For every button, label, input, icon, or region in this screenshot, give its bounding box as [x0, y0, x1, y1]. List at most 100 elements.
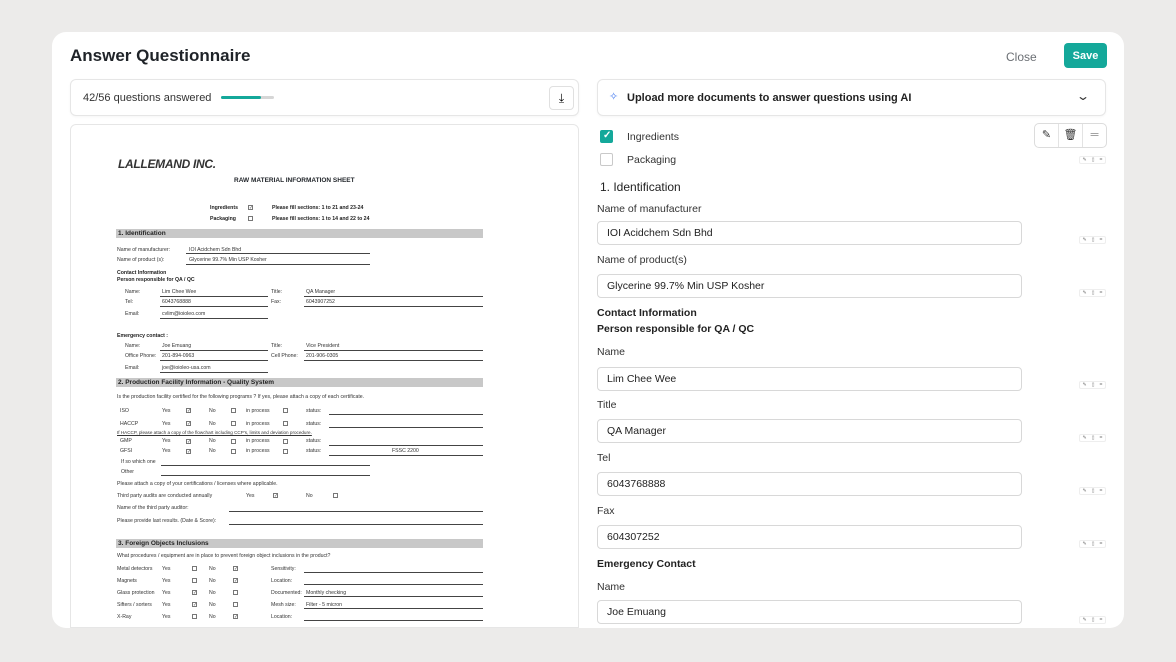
doc-checkbox [248, 216, 253, 221]
document-title: RAW MATERIAL INFORMATION SHEET [234, 177, 355, 184]
qa-fax-input[interactable] [597, 525, 1022, 549]
document-logo: LALLEMAND INC. [118, 157, 216, 171]
mini-toolbar[interactable]: ✎ ▯ = [1079, 434, 1106, 442]
doc-value: Joe Emuang [162, 343, 192, 349]
trash-icon[interactable]: 🗑 [1059, 124, 1083, 147]
drag-handle-icon[interactable]: = [1099, 435, 1103, 441]
doc-value: Filter - 5 micron [306, 602, 343, 608]
doc-label: Yes [162, 602, 171, 608]
doc-label: No [209, 614, 216, 620]
qa-heading: Person responsible for QA / QC [597, 323, 755, 335]
doc-checkbox [192, 614, 197, 619]
doc-label: Magnets [117, 578, 137, 584]
edit-icon[interactable]: ✎ [1082, 157, 1087, 163]
edit-icon[interactable]: ✎ [1082, 237, 1087, 243]
doc-label: in process [246, 421, 270, 427]
manufacturer-input[interactable] [597, 221, 1022, 245]
edit-icon[interactable]: ✎ [1082, 290, 1087, 296]
drag-handle-icon[interactable]: = [1099, 541, 1103, 547]
qa-tel-input[interactable] [597, 472, 1022, 496]
mini-toolbar[interactable]: ✎ ▯ = [1079, 156, 1106, 164]
doc-label: Yes [162, 614, 171, 620]
product-label: Name of product(s) [597, 254, 687, 266]
doc-label: Documented: [271, 590, 302, 596]
product-input[interactable] [597, 274, 1022, 298]
chevron-down-icon[interactable]: ⌄ [1075, 89, 1091, 103]
doc-checkbox [283, 408, 288, 413]
mini-toolbar[interactable]: ✎ ▯ = [1079, 289, 1106, 297]
qa-tel-label: Tel [597, 452, 611, 464]
doc-checkbox [233, 590, 238, 595]
doc-label: No [209, 578, 216, 584]
drag-handle-icon[interactable]: = [1099, 157, 1103, 163]
drag-handle-icon[interactable]: = [1099, 488, 1103, 494]
ai-upload-banner[interactable]: ✧ Upload more documents to answer questi… [597, 79, 1106, 116]
packaging-checkbox[interactable] [600, 153, 613, 166]
doc-label: Location: [271, 614, 293, 620]
edit-icon[interactable]: ✎ [1082, 382, 1087, 388]
doc-label: No [209, 438, 216, 444]
trash-icon[interactable]: ▯ [1091, 157, 1095, 163]
doc-label: Name of the third party auditor: [117, 505, 189, 511]
document-preview[interactable]: LALLEMAND INC. RAW MATERIAL INFORMATION … [70, 124, 579, 628]
doc-label: Yes [162, 448, 171, 454]
drag-handle-icon[interactable]: ═ [1090, 129, 1099, 141]
doc-checkbox [186, 439, 191, 444]
edit-icon[interactable]: ✎ [1082, 617, 1087, 623]
doc-value: Glycerine 99.7% Min USP Kosher [189, 257, 267, 263]
doc-value: 6043768888 [162, 299, 191, 305]
doc-value: cvlim@ioioleo.com [162, 311, 206, 317]
ingredients-checkbox[interactable] [600, 130, 613, 143]
doc-label: No [209, 602, 216, 608]
mini-toolbar[interactable]: ✎ ▯ = [1079, 236, 1106, 244]
doc-checkbox [231, 408, 236, 413]
trash-icon[interactable]: ▯ [1091, 488, 1095, 494]
trash-icon[interactable]: ▯ [1091, 290, 1095, 296]
doc-checkbox [283, 421, 288, 426]
qa-fax-label: Fax [597, 505, 615, 517]
doc-checkbox [192, 590, 197, 595]
close-button[interactable]: Close [1000, 48, 1043, 66]
doc-label: Yes [162, 590, 171, 596]
doc-checkbox [283, 439, 288, 444]
mini-toolbar[interactable]: ✎ ▯ = [1079, 487, 1106, 495]
packaging-label: Packaging [627, 154, 677, 166]
doc-text: Please attach a copy of your certificati… [117, 481, 278, 487]
doc-value: Monthly checking [306, 590, 347, 596]
edit-icon[interactable]: ✎ [1082, 488, 1087, 494]
trash-icon[interactable]: ▯ [1091, 435, 1095, 441]
edit-icon[interactable]: ✎ [1082, 435, 1087, 441]
doc-label: Office Phone: [125, 353, 157, 359]
drag-handle-icon[interactable]: = [1099, 382, 1103, 388]
download-button[interactable]: ⤓ [549, 86, 574, 110]
doc-label: Name: [125, 289, 141, 295]
doc-label: Tel: [125, 299, 134, 305]
drag-handle-icon[interactable]: = [1099, 237, 1103, 243]
save-button[interactable]: Save [1064, 43, 1107, 68]
doc-label: status: [306, 448, 322, 454]
doc-label: Cell Phone: [271, 353, 298, 359]
doc-label: Yes [162, 421, 171, 427]
mini-toolbar[interactable]: ✎ ▯ = [1079, 381, 1106, 389]
qa-title-input[interactable] [597, 419, 1022, 443]
trash-icon[interactable]: ▯ [1091, 541, 1095, 547]
trash-icon[interactable]: ▯ [1091, 382, 1095, 388]
doc-value: Lim Chee Wee [162, 289, 197, 295]
edit-icon[interactable]: ✎ [1082, 541, 1087, 547]
doc-checkbox [186, 449, 191, 454]
mini-toolbar[interactable]: ✎ ▯ = [1079, 616, 1106, 624]
drag-handle-icon[interactable]: = [1099, 617, 1103, 623]
trash-icon[interactable]: ▯ [1091, 617, 1095, 623]
contact-heading: Contact Information [597, 307, 697, 319]
doc-value: joe@ioioleo-usa.com [162, 365, 211, 371]
edit-icon[interactable]: ✎ [1035, 124, 1059, 147]
mini-toolbar[interactable]: ✎ ▯ = [1079, 540, 1106, 548]
em-name-input[interactable] [597, 600, 1022, 624]
doc-section-2: 2. Production Facility Information - Qua… [116, 378, 483, 387]
doc-checkbox [283, 449, 288, 454]
doc-section-3: 3. Foreign Objects Inclusions [116, 539, 483, 548]
qa-name-input[interactable] [597, 367, 1022, 391]
section-heading: 1. Identification [600, 180, 681, 194]
trash-icon[interactable]: ▯ [1091, 237, 1095, 243]
drag-handle-icon[interactable]: = [1099, 290, 1103, 296]
